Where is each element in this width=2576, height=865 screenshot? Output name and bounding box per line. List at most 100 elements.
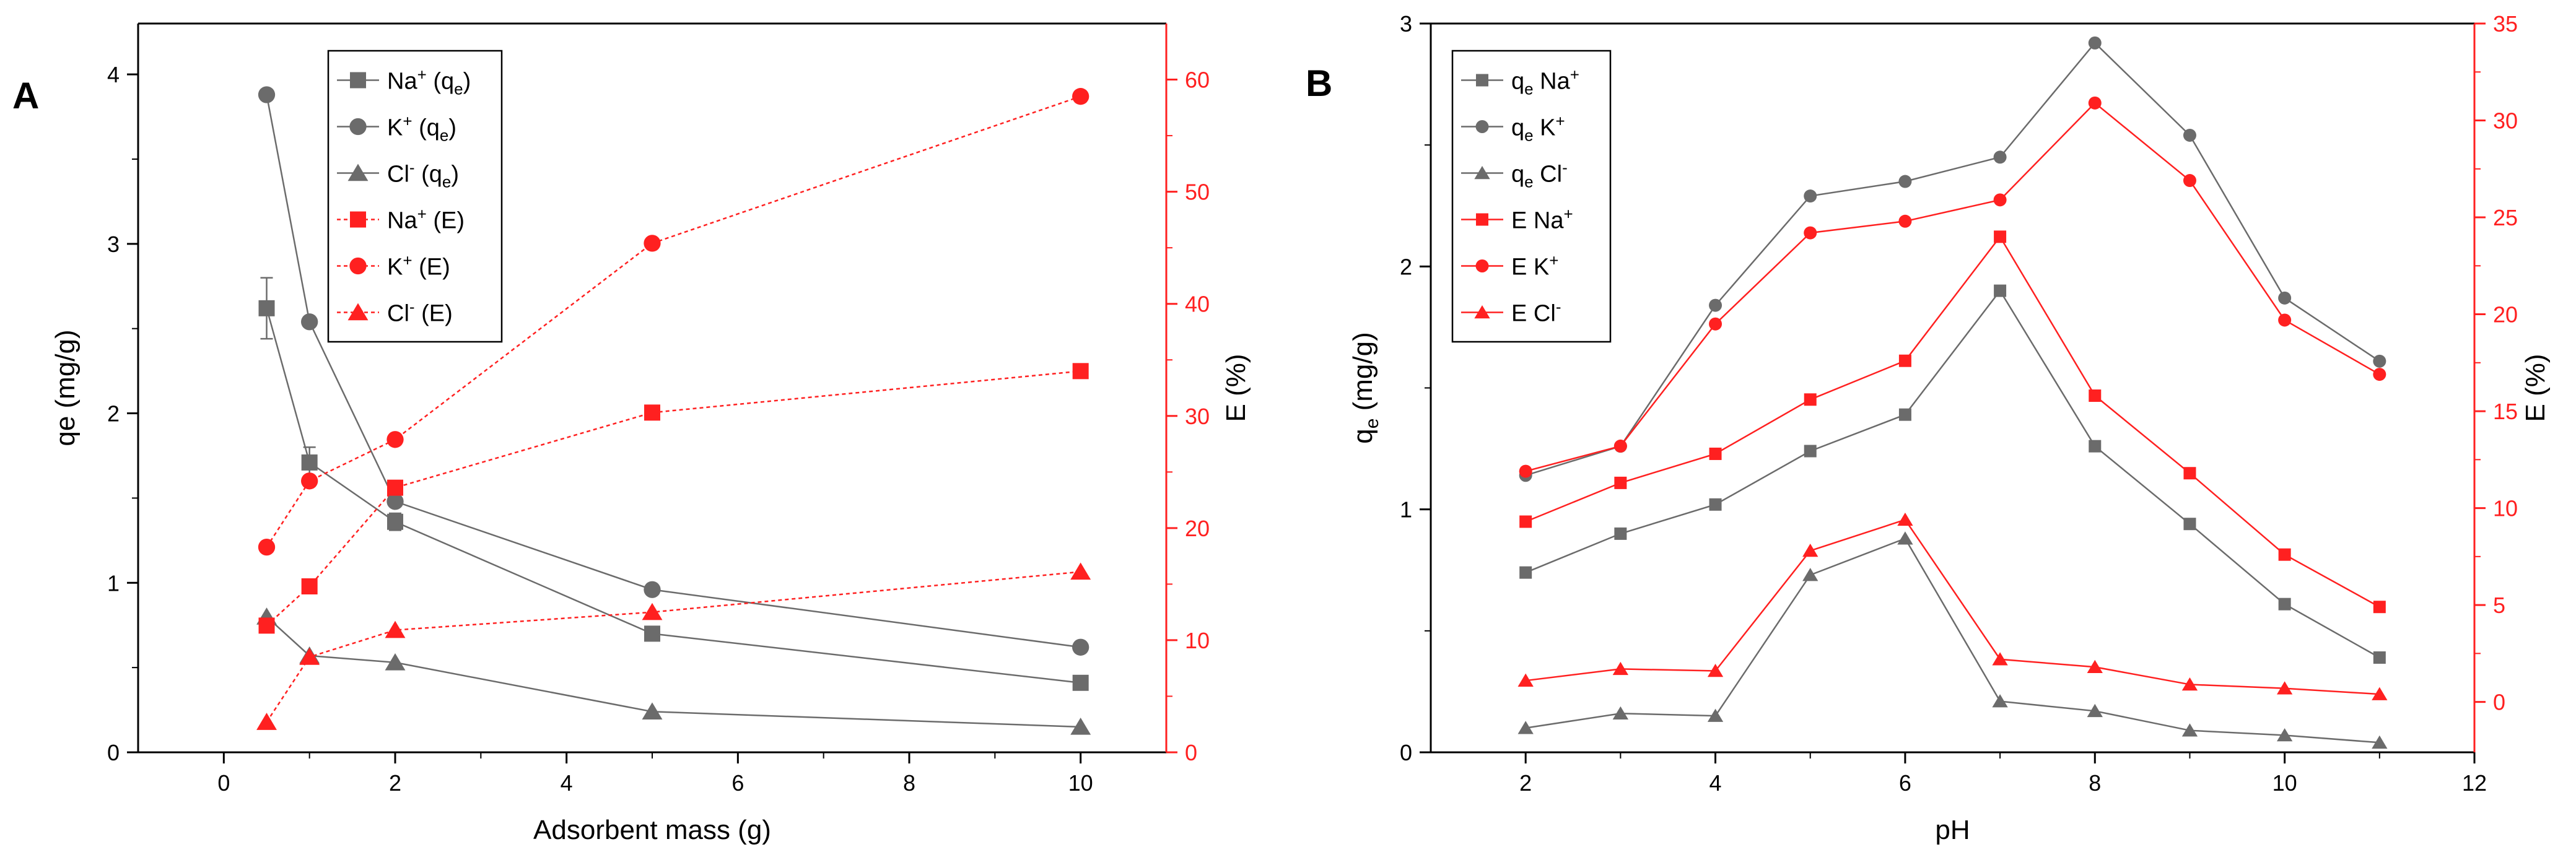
legend-label: Cl- (qe) bbox=[387, 159, 459, 191]
legend-label: K+ (qe) bbox=[387, 112, 456, 145]
data-point bbox=[1897, 512, 1913, 526]
y-tick-label: 0 bbox=[107, 740, 120, 765]
data-point bbox=[642, 602, 663, 620]
legend-box bbox=[327, 50, 503, 343]
data-point bbox=[1517, 673, 1534, 687]
legend-item: E Na+ bbox=[1461, 205, 1573, 234]
legend-label: qe Na+ bbox=[1511, 66, 1579, 98]
data-point bbox=[256, 713, 277, 730]
legend: Na+ (qe) K+ (qe) Cl- (qe) Na+ (E) K+ (E) Cl- … bbox=[327, 50, 503, 343]
data-point bbox=[1709, 498, 1722, 511]
y2-tick-label: 0 bbox=[2493, 690, 2505, 715]
data-point bbox=[1804, 445, 1817, 458]
data-point bbox=[2278, 291, 2292, 305]
data-point bbox=[2276, 681, 2293, 695]
data-point bbox=[301, 313, 318, 331]
legend-label: qe K+ bbox=[1511, 112, 1565, 145]
data-point bbox=[2183, 128, 2196, 142]
data-point bbox=[385, 620, 406, 638]
y2-tick-label: 5 bbox=[2493, 593, 2505, 618]
legend-item: Cl- (E) bbox=[337, 298, 453, 327]
data-point bbox=[2089, 440, 2102, 453]
x-axis-label: Adsorbent mass (g) bbox=[533, 815, 771, 845]
data-point bbox=[1612, 706, 1629, 720]
series-qe-k- bbox=[1519, 36, 2386, 482]
x-tick-label: 6 bbox=[731, 770, 744, 796]
data-point bbox=[1612, 661, 1629, 676]
data-point bbox=[1614, 527, 1627, 540]
legend-label: K+ (E) bbox=[387, 251, 450, 280]
y-tick-label: 3 bbox=[1400, 11, 1412, 37]
y-tick-label: 0 bbox=[1400, 740, 1412, 765]
data-point bbox=[301, 578, 318, 595]
data-point bbox=[258, 300, 275, 316]
legend-label: E Na+ bbox=[1511, 205, 1573, 234]
series-line bbox=[266, 571, 1081, 723]
data-point bbox=[2087, 659, 2103, 674]
y-tick-label: 1 bbox=[1400, 497, 1412, 523]
y-tick-label: 3 bbox=[107, 232, 120, 257]
legend-marker bbox=[347, 163, 369, 181]
data-point bbox=[1992, 694, 2008, 708]
data-point bbox=[644, 625, 660, 642]
legend-label: Na+ (qe) bbox=[387, 66, 471, 98]
y2-tick-label: 50 bbox=[1185, 180, 1210, 205]
data-point bbox=[1898, 408, 1911, 421]
legend-item: qe Na+ bbox=[1461, 66, 1579, 98]
y2-tick-label: 20 bbox=[2493, 302, 2518, 328]
x-axis-label: pH bbox=[1935, 815, 1970, 845]
x-tick-label: 10 bbox=[2273, 770, 2297, 796]
x-tick-label: 0 bbox=[217, 770, 230, 796]
legend-box bbox=[1451, 50, 1612, 343]
data-point bbox=[2372, 735, 2388, 749]
series-e-na- bbox=[1519, 230, 2386, 614]
series-cl-qe- bbox=[256, 607, 1091, 735]
data-point bbox=[1707, 664, 1724, 677]
y2-tick-label: 15 bbox=[2493, 399, 2518, 424]
series-na-e- bbox=[258, 363, 1089, 634]
data-point bbox=[644, 235, 661, 252]
data-point bbox=[2181, 677, 2198, 691]
x-tick-label: 10 bbox=[1068, 770, 1093, 796]
y2-tick-label: 40 bbox=[1185, 292, 1210, 317]
data-point bbox=[1993, 150, 2007, 164]
data-point bbox=[1072, 674, 1089, 691]
data-point bbox=[1613, 439, 1627, 453]
y-tick-label: 2 bbox=[1400, 254, 1412, 279]
data-point bbox=[2089, 389, 2102, 402]
data-point bbox=[1804, 226, 1817, 240]
panel-label: A bbox=[12, 75, 39, 116]
data-point bbox=[2373, 601, 2386, 614]
data-point bbox=[1992, 652, 2008, 666]
y2-tick-label: 35 bbox=[2493, 11, 2518, 37]
data-point bbox=[2183, 518, 2196, 531]
data-point bbox=[1802, 568, 1818, 581]
legend-label: E Cl- bbox=[1511, 298, 1561, 327]
data-point bbox=[301, 472, 318, 490]
data-point bbox=[2373, 368, 2386, 381]
series-line bbox=[1526, 518, 2380, 695]
x-tick-label: 8 bbox=[903, 770, 915, 796]
data-point bbox=[1614, 476, 1627, 489]
series-line bbox=[1525, 41, 2380, 476]
data-point bbox=[2183, 174, 2196, 188]
y-axis-label: qe (mg/g) bbox=[50, 329, 81, 446]
legend-label: Na+ (E) bbox=[387, 205, 465, 234]
data-point bbox=[1897, 531, 1913, 545]
data-point bbox=[1070, 717, 1091, 735]
series-cl-e- bbox=[256, 562, 1091, 730]
y2-axis-label: E (%) bbox=[2520, 354, 2551, 422]
legend-marker bbox=[1474, 166, 1490, 180]
data-point bbox=[1709, 447, 1722, 460]
legend-item: K+ (qe) bbox=[337, 112, 456, 145]
x-tick-label: 4 bbox=[1709, 770, 1722, 796]
series-qe-cl- bbox=[1517, 531, 2388, 749]
data-point bbox=[1072, 363, 1089, 380]
data-point bbox=[1707, 708, 1724, 722]
data-point bbox=[2087, 703, 2103, 718]
data-point bbox=[1709, 298, 1722, 312]
legend-label: Cl- (E) bbox=[387, 298, 453, 327]
data-point bbox=[1804, 189, 1817, 203]
data-point bbox=[1072, 638, 1089, 656]
